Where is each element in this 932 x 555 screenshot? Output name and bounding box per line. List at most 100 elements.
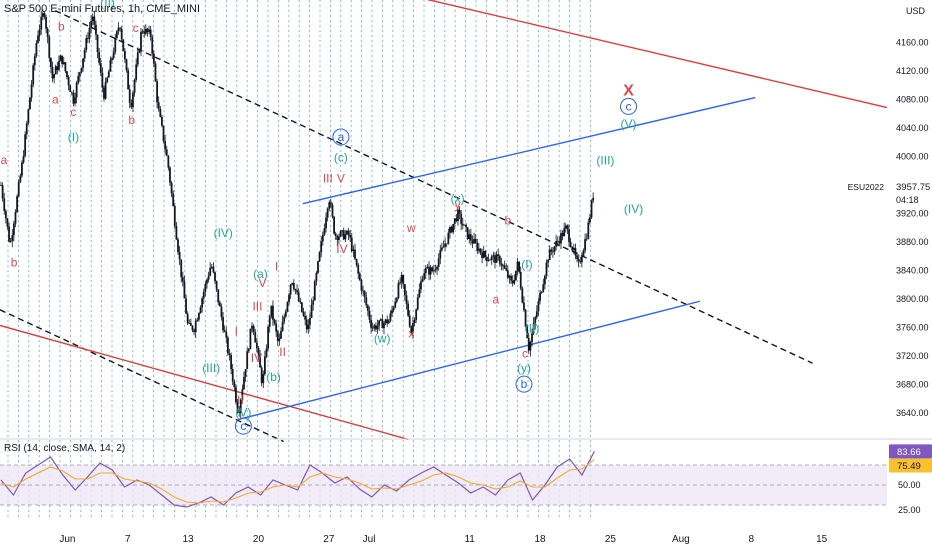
price-candle-body xyxy=(539,292,541,302)
price-candle-body xyxy=(181,277,184,282)
price-candle-body xyxy=(225,331,228,338)
price-candle-body xyxy=(70,91,73,93)
price-candle-body xyxy=(564,225,567,229)
price-candle-body xyxy=(259,354,261,368)
wave-label: III xyxy=(252,300,262,314)
price-candle-body xyxy=(157,102,160,109)
price-candle-body xyxy=(233,381,236,388)
trend-line-red-3[interactable] xyxy=(0,324,409,441)
price-candle-body xyxy=(402,275,405,285)
price-candle-body xyxy=(357,264,360,274)
price-candle-body xyxy=(156,81,158,103)
currency-label: USD xyxy=(906,6,926,16)
price-candle-body xyxy=(151,37,154,54)
wave-label: V xyxy=(337,171,345,185)
rsi-tick-label: 25.00 xyxy=(898,505,921,515)
price-candle-body xyxy=(403,284,406,296)
price-candle-body xyxy=(51,67,54,79)
price-candle-body xyxy=(104,81,107,99)
price-candle-body xyxy=(375,325,377,330)
price-candle-body xyxy=(558,241,561,244)
price-candle-body xyxy=(574,247,577,256)
price-candle-body xyxy=(412,322,414,333)
price-candle-body xyxy=(275,323,278,332)
rsi-series xyxy=(0,451,595,508)
price-candle-body xyxy=(548,249,551,261)
price-candle-body xyxy=(341,230,344,232)
trend-line-black-2[interactable] xyxy=(0,309,284,443)
x-tick-label: 15 xyxy=(816,534,828,545)
price-candle-body xyxy=(238,412,241,413)
price-candle-body xyxy=(236,402,239,413)
wave-label: II xyxy=(237,393,244,407)
price-candle-body xyxy=(3,198,6,211)
wave-label: (II) xyxy=(525,322,540,336)
price-candle-body xyxy=(309,318,311,325)
price-candle-body xyxy=(90,20,93,28)
price-candle-body xyxy=(267,326,270,349)
price-candle-body xyxy=(394,301,397,308)
price-candle-body xyxy=(124,51,126,60)
price-candle-body xyxy=(450,227,453,233)
price-candle-body xyxy=(563,228,566,237)
price-candle-body xyxy=(413,319,416,323)
price-candle-body xyxy=(56,66,59,70)
wave-label: c xyxy=(70,105,76,119)
price-candle-body xyxy=(342,230,345,240)
price-candle-body xyxy=(48,37,51,58)
trend-line-red-4[interactable] xyxy=(414,0,888,109)
price-candle-body xyxy=(556,240,559,242)
price-candle-body xyxy=(67,77,70,86)
x-tick-label: 20 xyxy=(253,534,265,545)
price-candle-body xyxy=(424,268,427,274)
trend-line-blue-6[interactable] xyxy=(238,300,701,421)
price-candle-body xyxy=(96,34,99,53)
price-candle-body xyxy=(220,306,223,318)
price-candle-body xyxy=(64,62,67,72)
price-candle-body xyxy=(400,275,403,283)
price-candle-body xyxy=(585,238,588,240)
price-candle-body xyxy=(85,38,88,50)
price-candle-body xyxy=(77,75,80,83)
wave-label: (III) xyxy=(596,154,614,168)
price-candle-body xyxy=(172,193,175,206)
wave-label: a xyxy=(52,92,59,106)
price-candle-body xyxy=(461,223,464,226)
price-candle-body xyxy=(476,242,479,251)
price-candle-body xyxy=(333,216,335,234)
price-candle-body xyxy=(510,275,512,281)
price-candle-body xyxy=(421,279,424,282)
wave-label: b xyxy=(58,20,65,34)
price-candle-body xyxy=(381,319,384,329)
price-candle-body xyxy=(358,273,361,281)
price-candle-body xyxy=(444,243,447,247)
price-candle-body xyxy=(489,259,492,261)
price-candle-body xyxy=(458,209,461,214)
price-candle-body xyxy=(307,324,310,330)
price-candle-body xyxy=(119,27,121,29)
price-candle-body xyxy=(199,307,202,314)
price-candle-body xyxy=(43,13,46,18)
trend-line-blue-5[interactable] xyxy=(302,96,756,205)
price-candle-body xyxy=(101,72,104,88)
last-price-tag: 3957.75 xyxy=(896,182,930,193)
price-candle-body xyxy=(260,367,263,384)
wave-label: III xyxy=(323,171,333,185)
price-candle-body xyxy=(304,315,307,320)
price-candle-body xyxy=(27,109,30,124)
wave-label: I xyxy=(275,260,278,274)
price-candle-body xyxy=(497,254,500,257)
price-candle-body xyxy=(524,309,527,327)
price-candle-body xyxy=(8,226,10,242)
price-candle-body xyxy=(194,321,197,333)
price-candle-body xyxy=(170,182,173,194)
price-candle-body xyxy=(189,323,192,326)
price-candle-body xyxy=(228,353,231,355)
rsi-line xyxy=(0,451,595,508)
price-candle-body xyxy=(566,225,569,230)
price-candle-body xyxy=(120,28,123,40)
trend-lines[interactable] xyxy=(0,0,888,443)
price-candle-body xyxy=(283,316,286,322)
